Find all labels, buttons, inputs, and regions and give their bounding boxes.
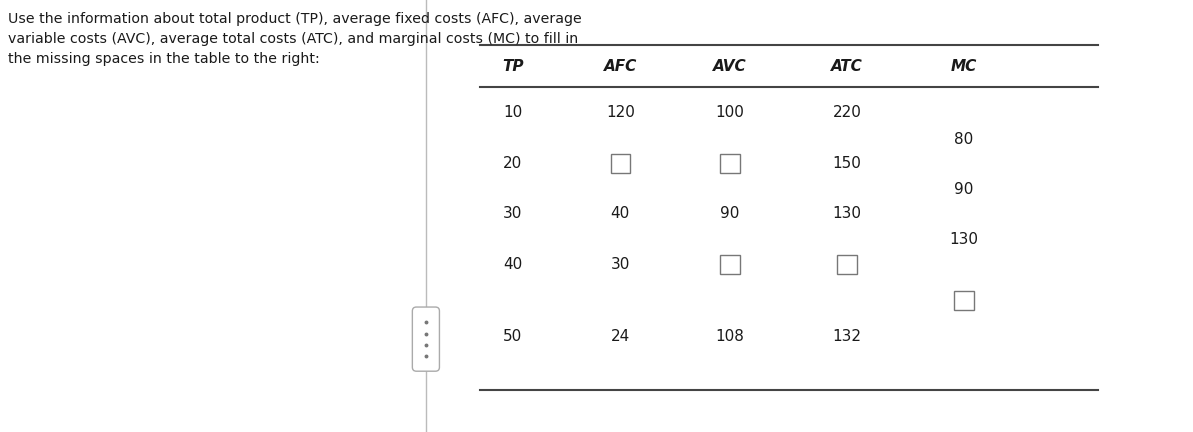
Text: 132: 132 (833, 329, 861, 343)
Text: 40: 40 (611, 206, 630, 221)
Text: 120: 120 (606, 105, 635, 120)
Bar (611, 153, 630, 173)
Text: 108: 108 (716, 329, 744, 343)
Text: 90: 90 (954, 182, 973, 197)
Text: 80: 80 (954, 132, 973, 146)
Text: 30: 30 (503, 206, 523, 221)
FancyBboxPatch shape (413, 307, 439, 371)
Text: 20: 20 (503, 156, 523, 171)
Bar (837, 254, 857, 274)
Text: 100: 100 (716, 105, 744, 120)
Text: AVC: AVC (713, 60, 747, 74)
Text: 90: 90 (721, 206, 740, 221)
Text: 50: 50 (503, 329, 523, 343)
Text: 40: 40 (503, 257, 523, 272)
Text: AFC: AFC (604, 60, 637, 74)
Text: Use the information about total product (TP), average fixed costs (AFC), average: Use the information about total product … (8, 12, 582, 66)
Text: 220: 220 (833, 105, 861, 120)
Text: 150: 150 (833, 156, 861, 171)
Text: 30: 30 (611, 257, 630, 272)
Text: ATC: ATC (832, 60, 863, 74)
Text: TP: TP (502, 60, 524, 74)
Bar (721, 254, 740, 274)
Text: 10: 10 (503, 105, 523, 120)
Text: MC: MC (951, 60, 977, 74)
Bar (954, 291, 973, 310)
Text: 130: 130 (833, 206, 861, 221)
Text: 130: 130 (950, 232, 978, 247)
Bar (721, 153, 740, 173)
Text: 24: 24 (611, 329, 630, 343)
